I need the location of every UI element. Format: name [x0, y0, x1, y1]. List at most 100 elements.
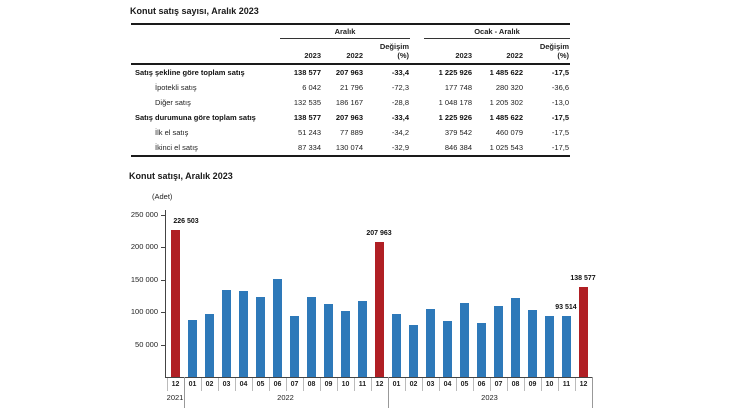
- bar-2022-02: [204, 313, 214, 377]
- cell-value: 280 320: [495, 83, 523, 92]
- column-group-january-december-label: Ocak - Aralık: [424, 27, 571, 39]
- cell-value: 207 963: [335, 113, 363, 122]
- row-label: İpotekli satış: [155, 83, 197, 92]
- bar-2022-06: [272, 279, 282, 377]
- col-header-2022-ytd: 2022: [473, 40, 524, 65]
- cell-value: -17,5: [551, 143, 570, 152]
- x-tick-label: 04: [234, 378, 252, 391]
- year-divider: [387, 377, 389, 408]
- table-row-other-sales: Diğer satış 132 535 186 167 -28,8 1 048 …: [131, 95, 570, 110]
- x-tick-label: 08: [302, 378, 320, 391]
- bar-2023-06: [476, 322, 486, 377]
- table-row-second-hand-sales: İkinci el satış 87 334 130 074 -32,9 846…: [131, 140, 570, 156]
- y-axis-line: [165, 210, 166, 377]
- cell-value: 77 889: [340, 128, 363, 137]
- y-tick-mark: [161, 215, 165, 216]
- empty-corner-cell: [131, 24, 280, 40]
- row-label: Satış durumuna göre toplam satış: [135, 113, 256, 122]
- cell-value: -17,5: [551, 113, 570, 122]
- x-tick-label: 09: [319, 378, 337, 391]
- bar-2022-08: [306, 296, 316, 377]
- bar-2023-03: [425, 308, 435, 377]
- x-tick-label: 08: [506, 378, 524, 391]
- row-label: İkinci el satış: [155, 143, 198, 152]
- cell-value: 138 577: [293, 68, 321, 77]
- y-tick-mark: [161, 247, 165, 249]
- x-tick-label: 02: [404, 378, 422, 391]
- x-tick-label: 12: [574, 378, 592, 391]
- row-label: İlk el satış: [155, 128, 189, 137]
- bar-2022-04: [238, 290, 248, 377]
- y-axis-unit-label: (Adet): [152, 192, 173, 201]
- cell-value: 132 535: [293, 98, 321, 107]
- cell-value: 6 042: [302, 83, 321, 92]
- bar-2021-12: [170, 230, 180, 377]
- y-tick-label: 50 000: [135, 339, 158, 349]
- table-row-total-by-sale-status: Satış durumuna göre toplam satış 138 577…: [131, 110, 570, 125]
- cell-value: -28,8: [391, 98, 409, 107]
- cell-value: -72,3: [391, 83, 409, 92]
- cell-value: 51 243: [298, 128, 321, 137]
- cell-value: 1 225 926: [438, 68, 472, 77]
- y-tick-label: 200 000: [130, 242, 158, 252]
- bar-2022-10: [340, 310, 350, 377]
- chart-title: Konut satışı, Aralık 2023: [129, 171, 233, 181]
- cell-value: 21 796: [340, 83, 363, 92]
- col-header-change-ytd-line2: (%): [557, 51, 570, 60]
- table-group-header-row: Aralık Ocak - Aralık: [131, 24, 571, 40]
- empty-label-header: [131, 40, 280, 65]
- col-header-change-ytd-line1: Değişim: [539, 42, 570, 51]
- cell-value: 186 167: [335, 98, 363, 107]
- x-tick-label: 03: [421, 378, 439, 391]
- cell-value: -32,9: [391, 143, 409, 152]
- x-tick-label: 06: [268, 378, 286, 391]
- table-row-total-by-sale-type: Satış şekline göre toplam satış 138 577 …: [131, 64, 570, 80]
- cell-value: -17,5: [551, 68, 570, 77]
- year-label: 2021: [166, 393, 184, 402]
- cell-value: -17,5: [551, 128, 570, 137]
- x-tick-label: 01: [387, 378, 405, 391]
- cell-value: 177 748: [444, 83, 472, 92]
- y-tick-label: 100 000: [130, 307, 158, 317]
- x-tick-label: 06: [472, 378, 490, 391]
- cell-value: 846 384: [444, 143, 472, 152]
- x-tick-label: 11: [557, 378, 575, 391]
- column-group-december-label: Aralık: [280, 27, 410, 39]
- bar-2022-11: [357, 300, 367, 377]
- bar-value-label: 226 503: [173, 218, 199, 226]
- cell-value: 1 205 302: [489, 98, 523, 107]
- x-tick-label: 03: [217, 378, 235, 391]
- y-tick-mark: [161, 312, 165, 314]
- col-header-change-dec-line1: Değişim: [379, 42, 409, 51]
- bar-2022-12: [374, 242, 384, 377]
- col-header-2022-dec: 2022: [322, 40, 364, 65]
- x-tick-label: 10: [336, 378, 354, 391]
- year-label: 2022: [277, 393, 294, 402]
- bar-2023-01: [391, 313, 401, 377]
- y-tick-mark: [161, 279, 165, 281]
- row-label: Diğer satış: [155, 98, 191, 107]
- cell-value: -36,6: [551, 83, 570, 92]
- cell-value: -33,4: [391, 68, 409, 77]
- col-header-change-ytd: Değişim (%): [524, 40, 571, 65]
- cell-value: 460 079: [495, 128, 523, 137]
- bar-2023-09: [527, 310, 537, 377]
- cell-value: 1 225 926: [438, 113, 472, 122]
- x-tick-label: 10: [540, 378, 558, 391]
- col-header-2023-ytd: 2023: [410, 40, 473, 65]
- table-column-header-row: 2023 2022 Değişim (%) 2023 2022 Değişim …: [131, 40, 571, 65]
- bar-2023-10: [544, 316, 554, 377]
- bar-value-label: 138 577: [570, 275, 596, 283]
- cell-value: -34,2: [391, 128, 409, 137]
- x-tick-label: 09: [523, 378, 541, 391]
- y-tick-label: 250 000: [130, 210, 158, 219]
- row-label: Satış şekline göre toplam satış: [135, 68, 245, 77]
- cell-value: 1 048 178: [438, 98, 472, 107]
- x-axis-line: [165, 377, 592, 378]
- cell-value: 130 074: [335, 143, 363, 152]
- bar-2022-07: [289, 316, 299, 377]
- x-tick-label: 11: [353, 378, 371, 391]
- x-tick-label: 07: [285, 378, 303, 391]
- bar-2023-04: [442, 321, 452, 377]
- bar-2022-03: [221, 290, 231, 377]
